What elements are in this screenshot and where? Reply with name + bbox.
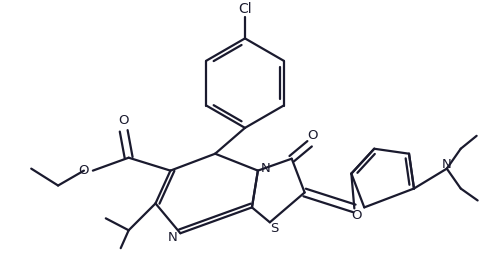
Text: O: O	[78, 164, 89, 177]
Text: Cl: Cl	[238, 2, 251, 15]
Text: O: O	[350, 209, 361, 222]
Text: S: S	[269, 222, 277, 235]
Text: N: N	[441, 158, 451, 171]
Text: O: O	[118, 115, 129, 128]
Text: N: N	[167, 231, 177, 244]
Text: O: O	[307, 129, 317, 142]
Text: N: N	[260, 162, 270, 175]
